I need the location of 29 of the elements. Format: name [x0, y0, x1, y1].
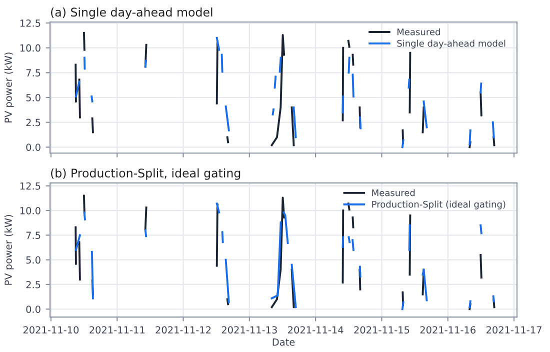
y-tick-label: 7.5 [26, 232, 40, 239]
x-tick-label: 2021-11-17 [486, 326, 542, 334]
legend-label: Single day-ahead model [397, 40, 506, 48]
y-tick-label: 5.0 [26, 94, 40, 102]
x-tick-label: 2021-11-11 [90, 326, 144, 334]
legend-label: Production-Split (ideal gating) [372, 200, 506, 210]
y-tick-label: 10.0 [20, 206, 40, 214]
y-tick-label: 2.5 [26, 118, 40, 126]
y-tick-label: 0.0 [26, 306, 40, 313]
x-axis-title: Date [272, 338, 295, 346]
x-tick-label: 2021-11-14 [288, 326, 344, 334]
legend-label: Measured [372, 189, 415, 196]
y-tick-label: 12.5 [20, 182, 40, 190]
x-tick-label: 2021-11-13 [222, 326, 277, 334]
y-tick-label: 0.0 [26, 144, 40, 151]
x-tick-label: 2021-11-12 [156, 326, 211, 334]
y-axis-title: PV power (kW) [4, 215, 14, 285]
y-tick-label: 10.0 [20, 44, 40, 52]
y-tick-label: 2.5 [26, 280, 40, 288]
x-tick-label: 2021-11-16 [420, 326, 476, 334]
y-axis-title: PV power (kW) [4, 52, 14, 122]
legend-label: Measured [398, 28, 440, 36]
chart-title: (b) Production-Split, ideal gating [51, 168, 240, 180]
x-tick-label: 2021-11-10 [23, 326, 79, 334]
y-tick-label: 12.5 [20, 19, 40, 27]
y-tick-label: 5.0 [26, 256, 40, 264]
y-tick-label: 7.5 [26, 69, 40, 76]
chart-title: (a) Single day-ahead model [51, 7, 212, 19]
x-tick-label: 2021-11-15 [354, 326, 410, 334]
